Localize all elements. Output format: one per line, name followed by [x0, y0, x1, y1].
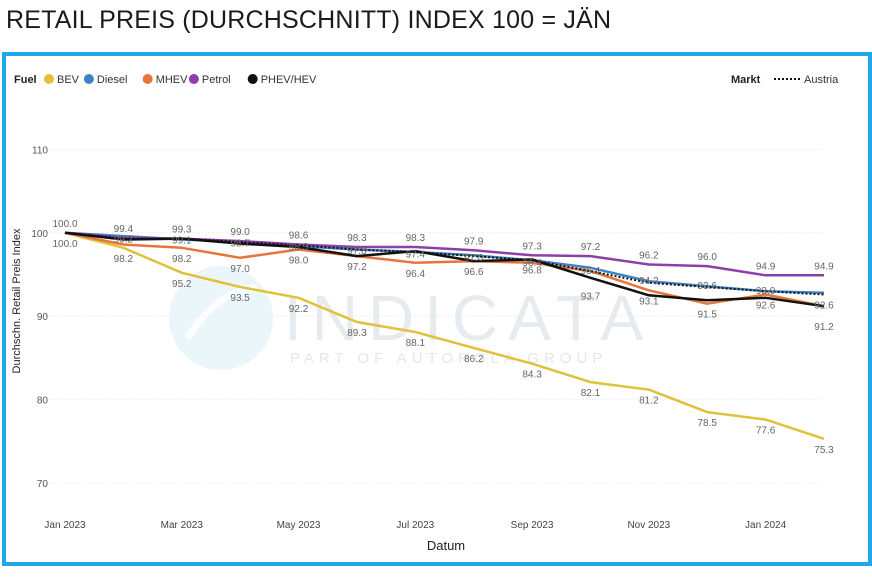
- data-label: 97.3: [522, 241, 542, 252]
- x-tick-label: Nov 2023: [627, 520, 670, 531]
- legend-fuel: Fuel BEV Diesel MHEV Petrol PHEV/HEV: [14, 74, 317, 86]
- legend-item-4: PHEV/HEV: [261, 74, 317, 86]
- data-label: 93.7: [581, 291, 601, 302]
- data-label: 99.2: [114, 234, 134, 245]
- series-lines: [64, 231, 825, 440]
- data-label: 91.5: [697, 310, 717, 321]
- data-label: 77.6: [756, 426, 776, 437]
- x-tick-label: Jan 2024: [745, 520, 787, 531]
- watermark-tagline: PART OF AUTOROLA GROUP: [290, 350, 607, 367]
- data-label: 99.0: [230, 227, 250, 238]
- data-label: 98.2: [172, 254, 192, 265]
- data-label: 97.2: [347, 262, 367, 273]
- x-axis-ticks: Jan 2023 Mar 2023 May 2023 Jul 2023 Sep 2023…: [44, 520, 786, 531]
- grid: [46, 148, 822, 484]
- x-tick-label: Sep 2023: [511, 520, 554, 531]
- legend-market-title: Markt: [731, 74, 761, 86]
- y-tick-label: 90: [37, 312, 49, 323]
- data-label: 82.1: [581, 388, 601, 399]
- page-title: RETAIL PREIS (DURCHSCHNITT) INDEX 100 = …: [6, 6, 612, 34]
- y-tick-label: 110: [32, 145, 48, 156]
- data-label: 97.0: [464, 253, 484, 264]
- legend-marker-1: [83, 74, 94, 84]
- series-line-phev-hev: [64, 231, 825, 308]
- legend-marker-4: [247, 74, 258, 84]
- series-line-bev: [64, 231, 825, 440]
- data-label: 100.0: [52, 239, 77, 250]
- legend-marker-3: [188, 74, 199, 84]
- legend-marker-2: [142, 74, 153, 84]
- data-label: 94.2: [639, 276, 659, 287]
- data-label: 92.6: [756, 300, 776, 311]
- data-label: 98.2: [114, 254, 134, 265]
- legend-market-item: Austria: [804, 74, 839, 86]
- data-label: 98.3: [347, 233, 367, 244]
- legend-marker-0: [44, 74, 54, 84]
- legend-market: Markt Austria: [731, 74, 839, 86]
- legend-fuel-title: Fuel: [14, 74, 37, 86]
- chart-frame: INDICATA PART OF AUTOROLA GROUP Fuel BEV Di…: [2, 52, 872, 566]
- data-label: 97.9: [464, 236, 484, 247]
- data-label: 99.3: [172, 225, 192, 236]
- data-label: 97.8: [347, 246, 367, 257]
- data-label: 92.2: [289, 304, 309, 315]
- data-label: 98.0: [289, 255, 309, 266]
- x-axis-label: Datum: [427, 538, 465, 553]
- data-label: 93.0: [756, 286, 776, 297]
- data-label: 88.1: [406, 338, 426, 349]
- data-label: 93.1: [639, 296, 659, 307]
- data-label: 86.2: [464, 354, 484, 365]
- data-label: 78.5: [697, 418, 717, 429]
- y-tick-label: 70: [37, 479, 49, 490]
- data-label: 100.0: [52, 219, 77, 230]
- y-axis-ticks: 70 80 90 100 110: [31, 145, 48, 490]
- data-label: 97.0: [230, 264, 250, 275]
- series-line-austria: [64, 231, 825, 296]
- y-tick-label: 100: [31, 229, 48, 240]
- data-label: 96.6: [464, 267, 484, 278]
- data-label: 97.2: [581, 242, 601, 253]
- data-label: 96.0: [697, 252, 717, 263]
- data-label: 99.1: [172, 235, 192, 246]
- data-label: 91.2: [814, 322, 834, 333]
- data-label: 96.4: [522, 258, 542, 269]
- data-label: 98.3: [289, 242, 309, 253]
- data-label: 95.4: [581, 266, 601, 277]
- data-label: 96.4: [406, 269, 426, 280]
- data-label: 97.4: [406, 249, 426, 260]
- data-label: 98.6: [289, 230, 309, 241]
- data-label: 94.9: [756, 261, 776, 272]
- data-label: 96.2: [639, 250, 659, 261]
- y-axis-label: Durchschn. Retail Preis Index: [11, 228, 23, 373]
- data-label: 98.3: [406, 233, 426, 244]
- data-label: 93.6: [697, 281, 717, 292]
- data-label: 95.2: [172, 279, 192, 290]
- legend-item-2: MHEV: [156, 74, 188, 86]
- x-tick-label: Mar 2023: [161, 520, 204, 531]
- data-label: 75.3: [814, 445, 834, 456]
- x-tick-label: Jul 2023: [396, 520, 434, 531]
- watermark-brand: INDICATA: [284, 282, 653, 354]
- data-labels: 100.0 100.0 99.499.2 98.2 99.399.1 98.2 95.2 99…: [52, 219, 834, 456]
- legend-item-3: Petrol: [202, 74, 231, 86]
- data-label: 89.3: [347, 328, 367, 339]
- data-label: 98.7: [230, 239, 250, 250]
- x-tick-label: Jan 2023: [44, 520, 86, 531]
- data-label: 99.4: [114, 224, 134, 235]
- x-tick-label: May 2023: [277, 520, 321, 531]
- data-label: 84.3: [522, 370, 542, 381]
- series-line-mhev: [64, 231, 825, 308]
- data-label: 96.8: [522, 265, 542, 276]
- data-label: 92.6: [814, 300, 834, 311]
- legend-item-0: BEV: [57, 74, 80, 86]
- data-label: 94.9: [814, 261, 834, 272]
- data-label: 93.5: [230, 293, 250, 304]
- data-label: 81.2: [639, 396, 659, 407]
- legend-item-1: Diesel: [97, 74, 128, 86]
- y-tick-label: 80: [37, 396, 49, 407]
